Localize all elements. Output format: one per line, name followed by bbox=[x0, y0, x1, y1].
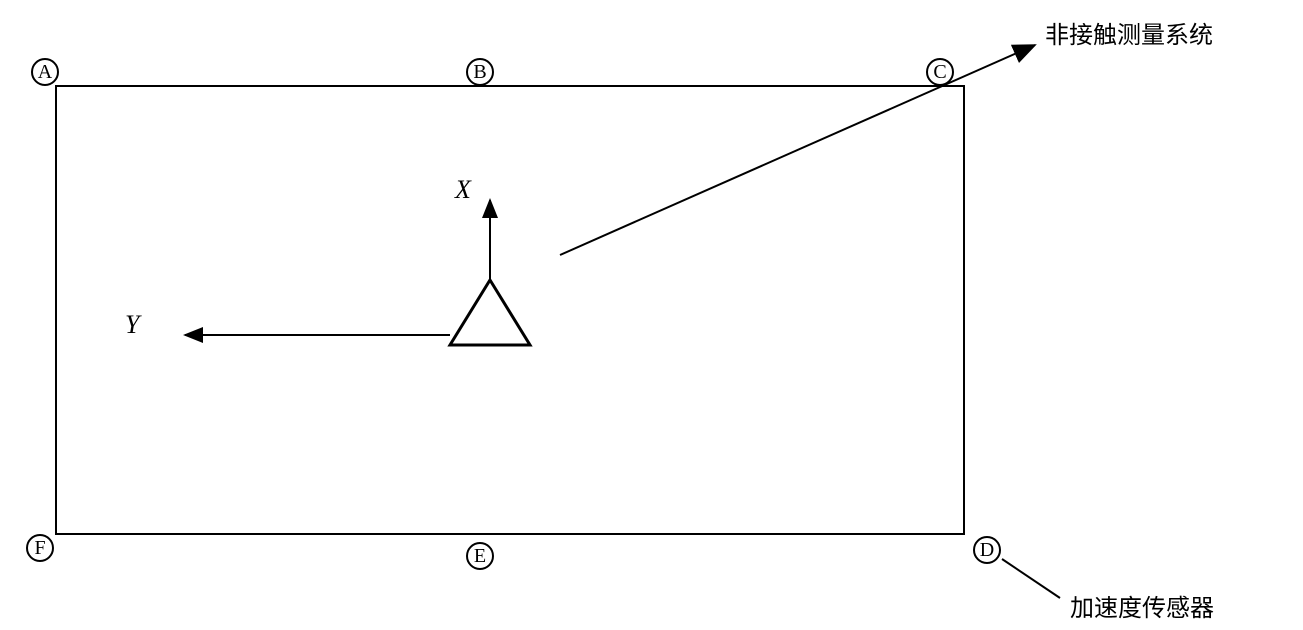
corner-marker-f: F bbox=[26, 534, 54, 562]
sensor-annotation-label: 加速度传感器 bbox=[1070, 588, 1214, 623]
corner-marker-e: E bbox=[466, 542, 494, 570]
corner-label-b: B bbox=[473, 61, 486, 84]
sensor-leader-line bbox=[1002, 559, 1060, 598]
corner-label-c: C bbox=[933, 61, 946, 84]
x-axis-label: X bbox=[455, 175, 471, 205]
corner-marker-d: D bbox=[973, 536, 1001, 564]
corner-marker-b: B bbox=[466, 58, 494, 86]
y-axis-label: Y bbox=[125, 310, 139, 340]
diagram-container: A B C D E F X Y 非接触测量系统 加速度传感器 bbox=[0, 0, 1303, 630]
corner-label-e: E bbox=[474, 545, 486, 568]
corner-label-f: F bbox=[34, 537, 45, 560]
corner-marker-c: C bbox=[926, 58, 954, 86]
system-annotation-label: 非接触测量系统 bbox=[1045, 15, 1213, 50]
main-rectangle bbox=[55, 85, 965, 535]
corner-label-d: D bbox=[980, 539, 994, 562]
corner-marker-a: A bbox=[31, 58, 59, 86]
corner-label-a: A bbox=[38, 61, 52, 84]
